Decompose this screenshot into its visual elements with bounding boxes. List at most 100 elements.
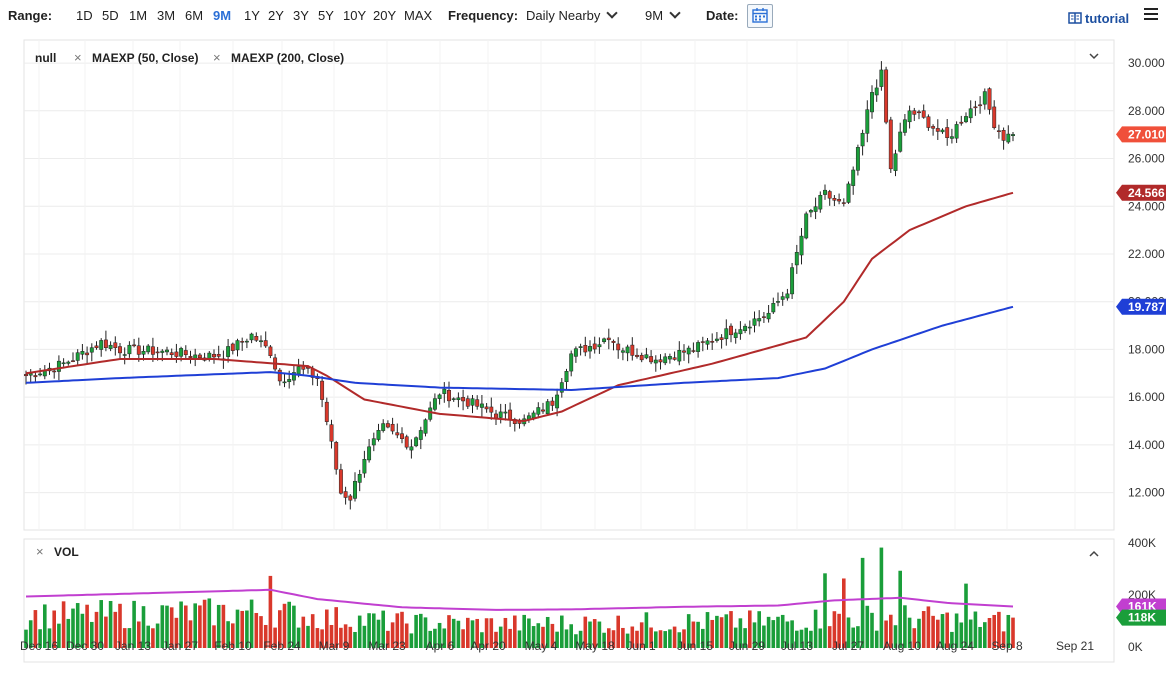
ma50-badge-label: 24.566 [1128,186,1165,200]
range-1y[interactable]: 1Y [244,8,260,23]
date-tick-label: Apr 6 [426,639,455,653]
volume-bar [372,613,376,648]
candle-body [630,344,635,356]
range-3y[interactable]: 3Y [293,8,309,23]
volume-bar [827,626,832,648]
candle-body [80,351,85,355]
volume-bar [743,628,747,648]
remove-ma200-icon[interactable]: × [213,50,221,65]
candle-body [611,340,616,343]
volume-bar [607,628,611,648]
volume-bar [856,626,860,648]
candle-body [179,348,184,357]
volume-bar [489,618,494,648]
volume-bar [451,618,456,648]
candle-body [982,91,987,105]
range-1m[interactable]: 1M [129,8,148,23]
candle-body [536,407,541,415]
candle-body [188,356,193,358]
volume-bar [940,614,945,648]
remove-ma50-icon[interactable]: × [74,50,82,65]
volume-bar [536,623,541,648]
period-dropdown[interactable]: 9M [645,7,681,23]
candle-body [165,349,169,353]
expand-volume-icon[interactable] [1089,550,1099,557]
volume-bar [386,630,390,648]
volume-bar [235,609,240,648]
volume-bar [494,631,498,648]
date-tick-label: Aug 24 [936,639,974,653]
period-value: 9M [645,8,664,23]
range-5y[interactable]: 5Y [318,8,334,23]
range-5d[interactable]: 5D [102,8,119,23]
volume-bar [343,624,348,648]
range-2y[interactable]: 2Y [268,8,284,23]
volume-bar [917,618,921,648]
candle-body [893,153,898,171]
candle-body [813,206,818,212]
candle-body [381,423,386,431]
date-tick-label: May 18 [575,639,615,653]
candle-body [865,109,870,134]
range-6m[interactable]: 6M [185,8,204,23]
candle-body [578,346,583,348]
volume-bar [160,605,165,648]
date-tick-label: Mar 23 [368,639,406,653]
candle-body [367,446,372,461]
candle-body [799,235,804,256]
volume-bar [362,625,367,648]
volume-bar [52,610,56,648]
volume-bar [188,620,193,648]
candle-body [719,337,724,340]
price-chart[interactable]: 30.00028.00026.00024.00022.00020.00018.0… [0,34,1168,685]
tutorial-link[interactable]: tutorial [1068,11,1129,26]
calendar-button[interactable] [747,4,773,28]
volume-bar [997,611,1001,648]
volume-bar [165,605,169,648]
candle-body [620,350,625,353]
volume-bar [278,610,282,648]
volume-bar [809,630,813,648]
volume-bar [936,619,940,648]
candle-body [555,394,560,409]
candle-body [451,398,456,400]
volume-bar [212,625,216,648]
candle-body [926,116,931,128]
date-tick-label: Sep 21 [1056,639,1094,653]
candle-body [400,433,404,439]
volume-bar [771,620,776,648]
hamburger-menu-icon[interactable] [1144,8,1158,23]
volume-bar [466,617,470,648]
volume-bar [973,611,978,648]
candle-body [334,442,339,470]
candle-body [573,348,578,357]
candle-body [606,337,611,341]
range-9m[interactable]: 9M [213,8,232,23]
candle-body [428,407,433,420]
range-20y[interactable]: 20Y [373,8,397,23]
volume-bar [644,612,649,648]
candle-body [254,336,259,341]
collapse-price-icon[interactable] [1089,53,1099,60]
volume-bar [776,616,780,648]
volume-bar [155,623,160,648]
volume-bar [663,631,667,648]
volume-bar [141,606,146,648]
volume-bar [884,620,888,648]
candle-body [113,342,118,349]
last-price-badge-label: 27.010 [1128,127,1165,141]
candle-body [150,346,155,355]
volume-bar [964,583,968,648]
candle-body [160,350,165,353]
range-max[interactable]: MAX [404,8,433,23]
range-1d[interactable]: 1D [76,8,93,23]
candle-body [907,110,912,123]
range-3m[interactable]: 3M [157,8,176,23]
volume-bar [409,633,414,648]
candle-body [588,346,592,352]
frequency-dropdown[interactable]: Daily Nearby [526,7,619,23]
candle-body [268,346,273,356]
remove-vol-icon[interactable]: × [36,544,44,559]
volume-bar [1006,614,1011,648]
range-10y[interactable]: 10Y [343,8,367,23]
